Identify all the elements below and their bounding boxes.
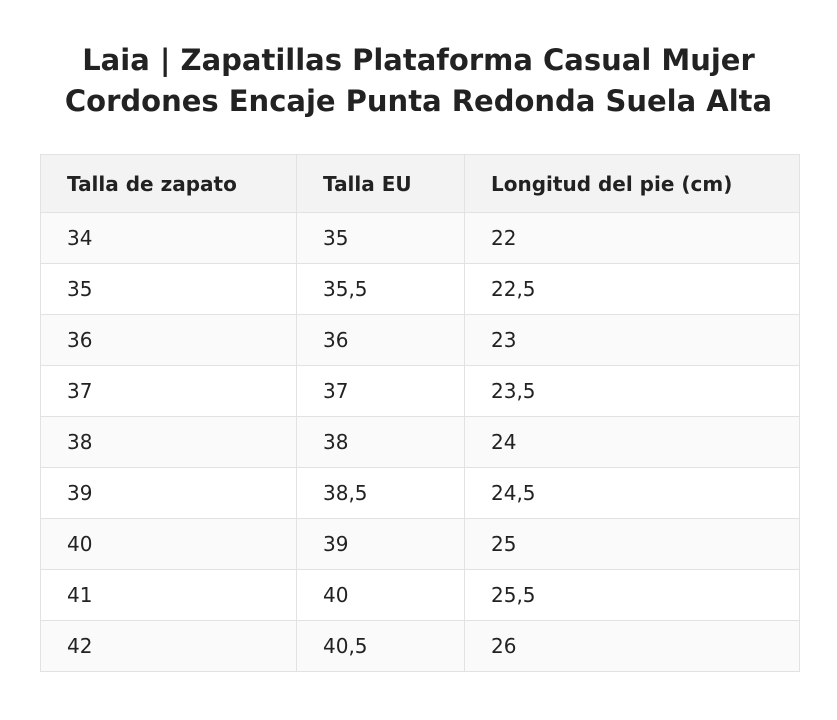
cell-eu-size: 40 (296, 569, 465, 621)
cell-shoe-size: 36 (40, 314, 297, 366)
size-table: Talla de zapato Talla EU Longitud del pi… (40, 154, 800, 672)
cell-shoe-size: 40 (40, 518, 297, 570)
size-table-body: 34 35 22 35 35,5 22,5 36 36 23 37 37 23,… (40, 212, 800, 672)
cell-foot-length: 25 (464, 518, 800, 570)
cell-shoe-size: 38 (40, 416, 297, 468)
cell-shoe-size: 34 (40, 212, 297, 264)
cell-foot-length: 26 (464, 620, 800, 672)
cell-foot-length: 25,5 (464, 569, 800, 621)
cell-eu-size: 39 (296, 518, 465, 570)
size-table-header: Talla de zapato Talla EU Longitud del pi… (40, 154, 800, 213)
header-foot-length: Longitud del pie (cm) (464, 154, 800, 213)
table-row: 34 35 22 (40, 212, 800, 264)
page-title: Laia | Zapatillas Plataforma Casual Muje… (0, 40, 837, 122)
cell-foot-length: 24,5 (464, 467, 800, 519)
cell-foot-length: 24 (464, 416, 800, 468)
table-row: 39 38,5 24,5 (40, 467, 800, 519)
page-title-line-2: Cordones Encaje Punta Redonda Suela Alta (64, 84, 773, 118)
cell-eu-size: 37 (296, 365, 465, 417)
page-title-line-1: Laia | Zapatillas Plataforma Casual Muje… (82, 43, 755, 77)
cell-foot-length: 23 (464, 314, 800, 366)
header-row: Talla de zapato Talla EU Longitud del pi… (40, 154, 800, 213)
table-row: 42 40,5 26 (40, 620, 800, 672)
header-eu-size: Talla EU (296, 154, 465, 213)
cell-shoe-size: 35 (40, 263, 297, 315)
table-row: 36 36 23 (40, 314, 800, 366)
cell-foot-length: 23,5 (464, 365, 800, 417)
cell-shoe-size: 41 (40, 569, 297, 621)
cell-eu-size: 35 (296, 212, 465, 264)
cell-eu-size: 38,5 (296, 467, 465, 519)
table-row: 40 39 25 (40, 518, 800, 570)
table-row: 35 35,5 22,5 (40, 263, 800, 315)
header-shoe-size: Talla de zapato (40, 154, 297, 213)
table-row: 38 38 24 (40, 416, 800, 468)
cell-foot-length: 22,5 (464, 263, 800, 315)
cell-eu-size: 35,5 (296, 263, 465, 315)
cell-shoe-size: 37 (40, 365, 297, 417)
cell-eu-size: 36 (296, 314, 465, 366)
cell-foot-length: 22 (464, 212, 800, 264)
table-row: 41 40 25,5 (40, 569, 800, 621)
table-row: 37 37 23,5 (40, 365, 800, 417)
cell-eu-size: 38 (296, 416, 465, 468)
cell-shoe-size: 39 (40, 467, 297, 519)
cell-eu-size: 40,5 (296, 620, 465, 672)
cell-shoe-size: 42 (40, 620, 297, 672)
